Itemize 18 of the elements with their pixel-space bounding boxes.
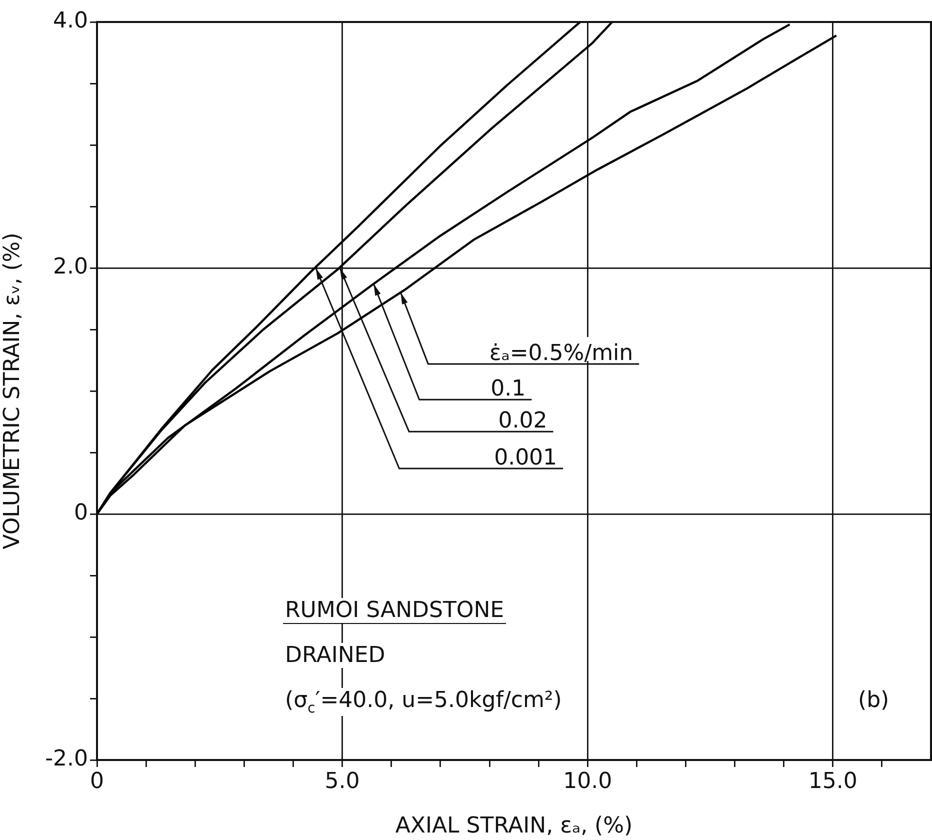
annotation: RUMOI SANDSTONE (283, 598, 506, 624)
annotation: DRAINED (283, 643, 388, 668)
y-tick-label: 0 (74, 500, 88, 526)
annotation: 0.02 (498, 408, 548, 434)
x-axis-title: AXIAL STRAIN, εₐ, (%) (395, 814, 633, 839)
annotation: ε̇ₐ=0.5%/min (489, 340, 634, 366)
annotation: (σ$_{c}$′=40.0, u=5.0kgf/cm²) (283, 688, 564, 716)
x-tick-label: 10.0 (563, 768, 612, 794)
x-tick-label: 5.0 (324, 768, 360, 794)
annotation: 0.1 (490, 376, 526, 402)
y-tick-label: 2.0 (53, 254, 88, 280)
annotation: 0.001 (494, 445, 558, 470)
y-tick-label: 4.0 (53, 8, 88, 34)
y-tick-label: -2.0 (45, 746, 88, 772)
y-axis-title: VOLUMETRIC STRAIN, εᵥ, (%) (0, 232, 25, 550)
x-tick-label: 0 (90, 768, 104, 794)
x-tick-label: 15.0 (808, 768, 858, 794)
annotation: (b) (856, 688, 892, 713)
